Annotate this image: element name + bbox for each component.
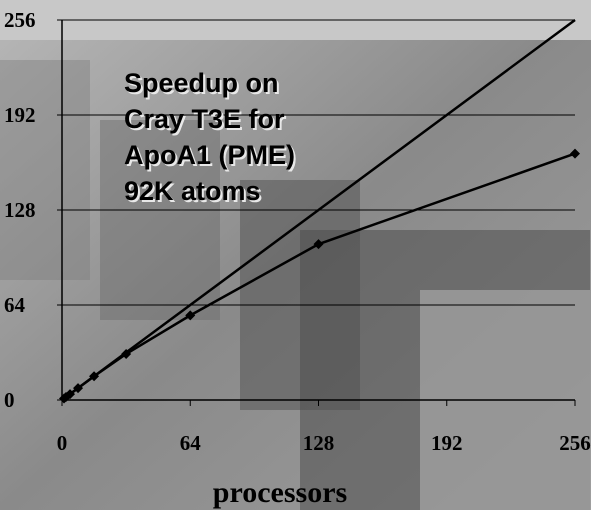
- title-line: ApoA1 (PME): [124, 140, 295, 170]
- x-tick-label: 256: [559, 431, 591, 455]
- x-tick-label: 192: [431, 431, 463, 455]
- x-tick-label: 64: [180, 431, 202, 455]
- x-tick-label: 0: [57, 431, 68, 455]
- y-tick-label: 128: [4, 198, 36, 222]
- title-line: 92K atoms: [124, 176, 261, 206]
- y-tick-label: 192: [4, 103, 36, 127]
- y-tick-label: 256: [4, 8, 36, 32]
- background: [0, 0, 591, 510]
- title-line: Cray T3E for: [124, 104, 285, 134]
- x-tick-label: 128: [303, 431, 335, 455]
- y-tick-label: 0: [4, 388, 15, 412]
- y-tick-label: 64: [4, 293, 26, 317]
- title-line: Speedup on: [124, 68, 279, 98]
- x-axis-label: processors: [213, 476, 347, 509]
- chart: 0 64 128 192 256 0 64 128 192 256 processors Speed…: [0, 0, 591, 510]
